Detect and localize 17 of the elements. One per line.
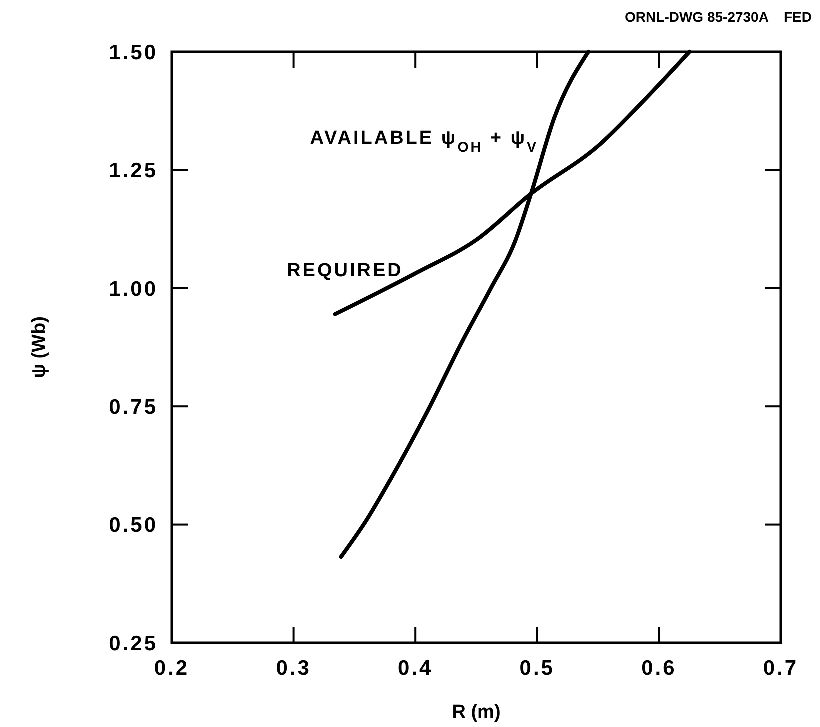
y-tick-label: 1.00 (109, 278, 158, 301)
x-tick-label: 0.5 (520, 657, 555, 680)
x-tick-label: 0.3 (276, 657, 312, 680)
series-label: AVAILABLE ψ$_{OH}$ + ψ$_{V}$ (310, 128, 539, 156)
x-tick-label: 0.6 (642, 657, 677, 680)
x-tick-label: 0.2 (154, 657, 190, 680)
text: ORNL-DWG 85-2730A FED (625, 9, 812, 25)
y-axis-title: ψ (Wb) (29, 316, 50, 378)
y-tick-label: 0.75 (109, 396, 158, 419)
y-tick-label: 1.25 (109, 160, 158, 183)
series-label: REQUIRED (287, 260, 404, 282)
x-tick-label: 0.7 (763, 657, 799, 680)
x-tick-label: 0.4 (398, 657, 434, 680)
x-axis-title: R (m) (452, 702, 501, 723)
y-tick-label: 1.50 (109, 41, 158, 64)
y-tick-label: 0.50 (109, 514, 158, 538)
y-tick-label: 0.25 (109, 632, 158, 656)
